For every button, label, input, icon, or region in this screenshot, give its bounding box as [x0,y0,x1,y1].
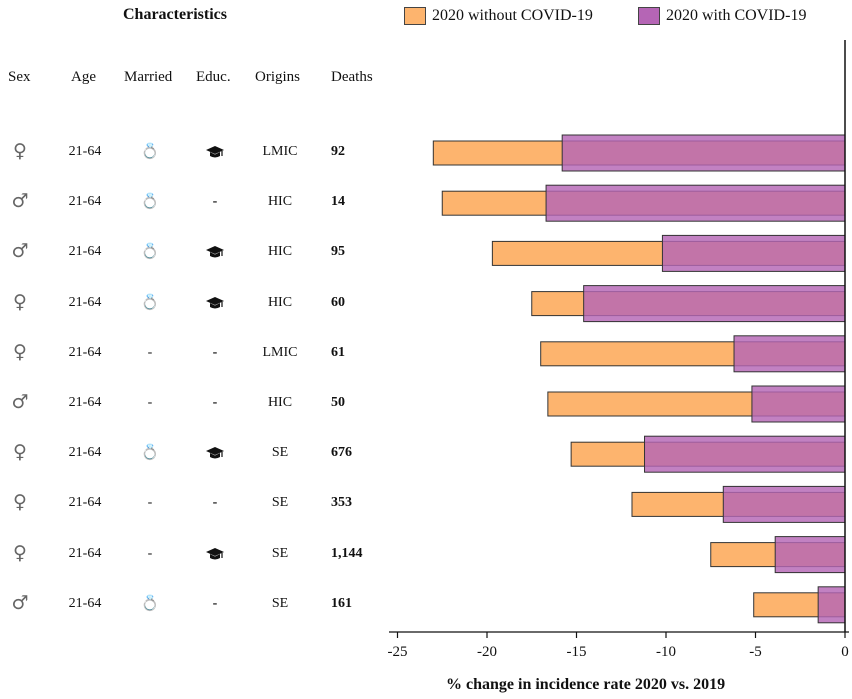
deaths-cell: 61 [331,344,345,360]
column-header-age: Age [71,69,96,85]
married-dash: - [147,545,153,561]
female-symbol-icon: ♀ [13,541,27,564]
ring-icon: 💍 [140,192,160,211]
married-dash: - [147,344,153,360]
married-dash: - [147,395,153,410]
origins-cell: HIC [267,244,293,260]
deaths-cell: 92 [331,144,345,159]
origins-cell: SE [271,595,289,611]
deaths-cell: 60 [331,294,345,310]
male-symbol-icon: ♂ [11,391,29,413]
column-header-origins: Origins [255,69,300,85]
legend-label-with-covid: 2020 with COVID-19 [666,7,807,24]
male-symbol-icon: ♂ [11,591,29,614]
legend-swatch-without-covid [404,7,426,25]
male-symbol-icon: ♂ [11,240,29,263]
educ-dash: - [212,595,218,611]
deaths-cell: 14 [331,194,345,210]
female-symbol-icon: ♀ [13,290,27,313]
age-cell: 21-64 [68,194,102,210]
graduation-cap-icon [206,246,224,258]
female-symbol-icon: ♀ [13,340,27,363]
bar-with-covid [545,184,846,222]
ring-icon: 💍 [140,142,160,160]
characteristics-title: Characteristics [123,6,227,23]
age-cell: 21-64 [68,144,102,159]
deaths-cell: 50 [331,395,345,410]
legend-item-without-covid: 2020 without COVID-19 [404,4,593,28]
educ-dash: - [212,344,218,360]
origins-cell: HIC [267,294,293,310]
origins-cell: HIC [267,194,293,210]
age-cell: 21-64 [68,344,102,360]
legend-item-with-covid: 2020 with COVID-19 [638,4,806,28]
age-cell: 21-64 [68,445,102,461]
married-dash: - [147,495,153,511]
x-axis-title: % change in incidence rate 2020 vs. 2019 [446,676,726,693]
female-symbol-icon: ♀ [13,441,27,464]
origins-cell: SE [271,495,289,511]
deaths-cell: 161 [331,595,352,611]
x-tick-label: 0 [841,644,849,660]
ring-icon: 💍 [140,242,160,261]
origins-cell: SE [271,545,289,561]
educ-dash: - [212,395,218,410]
male-symbol-icon: ♂ [11,190,29,213]
bar-with-covid [661,234,846,272]
age-cell: 21-64 [68,495,102,511]
bar-with-covid [751,385,846,423]
bar-with-covid [583,285,846,323]
educ-dash: - [212,495,218,511]
deaths-cell: 353 [331,495,352,511]
deaths-cell: 95 [331,244,345,260]
origins-cell: HIC [267,395,293,410]
graduation-cap-icon [206,146,224,158]
age-cell: 21-64 [68,595,102,611]
age-cell: 21-64 [68,395,102,410]
educ-dash: - [212,194,218,210]
ring-icon: 💍 [140,292,160,311]
column-header-married: Married [124,69,173,85]
x-tick-label: -10 [656,644,676,660]
legend-label-without-covid: 2020 without COVID-19 [432,7,593,24]
female-symbol-icon: ♀ [13,140,27,162]
origins-cell: LMIC [262,144,298,159]
x-tick-label: -5 [749,644,762,660]
ring-icon: 💍 [140,593,160,612]
column-header-sex: Sex [8,69,31,85]
graduation-cap-icon [206,447,224,459]
legend-swatch-with-covid [638,7,660,25]
column-header-educ: Educ. [196,69,231,85]
female-symbol-icon: ♀ [13,491,27,514]
origins-cell: SE [271,445,289,461]
graduation-cap-icon [206,296,224,309]
age-cell: 21-64 [68,545,102,561]
graduation-cap-icon [206,547,224,560]
column-header-deaths: Deaths [331,69,373,85]
ring-icon: 💍 [140,443,160,462]
x-tick-label: -20 [477,644,497,660]
bar-with-covid [817,586,846,624]
deaths-cell: 1,144 [331,545,363,561]
bar-with-covid [774,536,846,574]
deaths-cell: 676 [331,445,352,461]
bar-with-covid [722,485,846,523]
origins-cell: LMIC [262,344,298,360]
x-tick-label: -15 [567,644,587,660]
age-cell: 21-64 [68,294,102,310]
bar-with-covid [561,134,846,172]
bar-with-covid [733,335,846,373]
bar-with-covid [644,435,846,473]
age-cell: 21-64 [68,244,102,260]
x-tick-label: -25 [388,644,408,660]
